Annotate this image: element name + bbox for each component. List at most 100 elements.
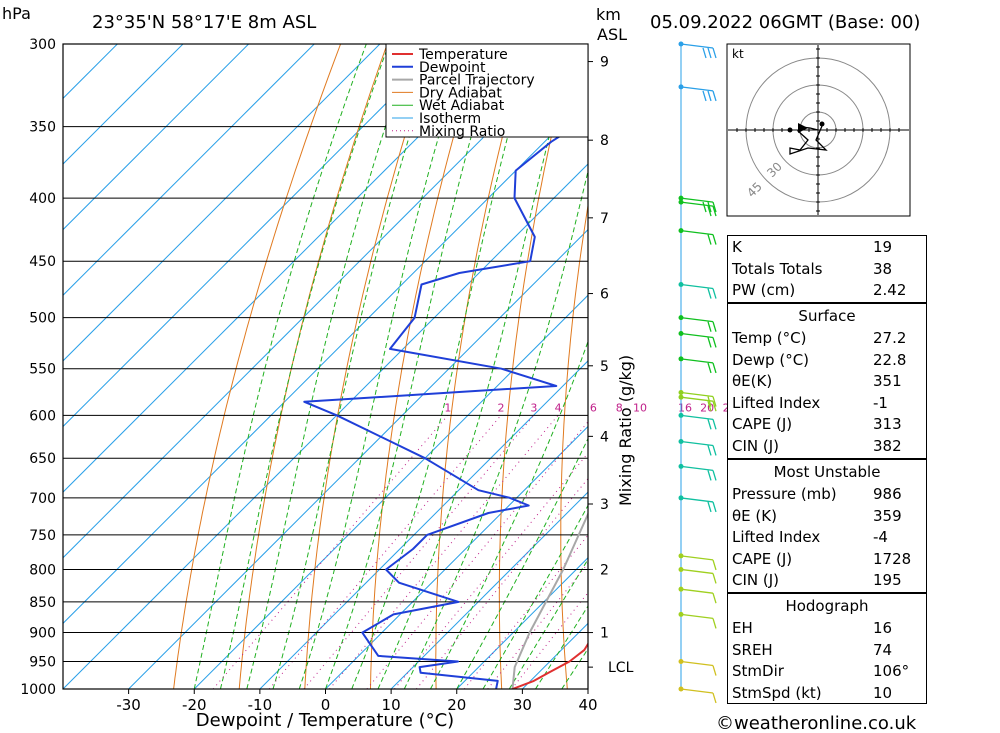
isotherm-line [63,97,588,625]
skewt-plot: 3003504004505005506006507007508008509009… [20,37,736,714]
wind-barb-feather [712,445,717,456]
index-row: K 19 [732,238,893,256]
isotherm-line [128,228,588,689]
wind-barb-feather [712,419,717,430]
wet-adiabat-line [377,44,574,689]
surface-panel: Surface Temp (°C) 27.2 Dewp (°C) 22.8 θE(K… [727,303,927,459]
most-unstable-row: Lifted Index -4 [732,528,888,547]
pressure-tick-label: 850 [29,595,56,611]
isotherm-line [390,491,588,689]
x-tick-label: 30 [513,696,532,714]
surface-row: CAPE (J) 313 [732,415,902,434]
wind-barb [680,660,714,667]
pressure-tick-label: 700 [29,491,56,507]
wind-barb [680,568,714,575]
isotherm-line [63,44,512,493]
height-tick-label: 7 [600,211,609,227]
isotherm-line [63,44,446,428]
wind-barb [680,440,714,447]
wind-barb-feather [707,470,712,481]
isotherm-line [63,44,578,559]
isotherm-line [63,44,118,100]
storm-motion-arrow [798,123,808,133]
wind-barb-feather [707,501,712,513]
wind-barb-feather [712,573,717,584]
surface-row: CIN (J) 382 [732,437,902,455]
x-tick-label: 40 [578,696,597,714]
wind-barb-feather [712,592,717,604]
wet-adiabat-line [193,44,367,689]
x-tick-label: 0 [321,696,331,714]
wind-barb-feather [712,234,717,245]
isotherm-line [63,163,588,689]
surface-title: Surface [798,307,856,325]
wind-barb [680,391,714,398]
wind-barb [680,229,714,236]
wind-barb-feather [712,288,717,299]
wet-adiabat-line [246,44,414,689]
isotherm-line [63,44,184,165]
mixing-ratio-line [394,452,588,689]
most-unstable-row: CAPE (J) 1728 [732,549,912,568]
pressure-tick-label: 600 [29,408,56,424]
legend-label: Dewpoint [419,60,486,76]
mixing-ratio-axis-label: Mixing Ratio (g/kg) [616,355,635,506]
hodograph-panel: Hodograph EH 16 SREH 74 StmDir 106° StmSpd … [727,593,927,704]
storm-motion-dot [819,121,825,127]
asl-label: ASL [597,25,627,44]
legend-label: Temperature [418,47,508,63]
mixing-ratio-label: 20 [700,401,714,414]
wind-barb [680,43,714,49]
pressure-tick-label: 350 [29,120,56,136]
wind-barb-feather [707,234,712,245]
surface-row: Dewp (°C) 22.8 [732,350,907,369]
index-row: Totals Totals 38 [732,259,893,278]
isotherm-line [259,360,588,689]
height-tick-label: 2 [600,563,609,579]
pressure-tick-label: 650 [29,451,56,467]
x-tick-label: 10 [382,696,401,714]
wind-barb-feather [707,90,712,102]
surface-row: Lifted Index -1 [732,393,888,412]
wind-barb-feather [712,618,717,629]
wet-adiabat-line [351,44,534,689]
pressure-tick-label: 950 [29,655,56,671]
temperature-profile [512,642,588,689]
wind-barb-feather [707,321,712,332]
most-unstable-row: Pressure (mb) 986 [732,485,902,503]
mixing-ratio-label: 6 [590,401,597,414]
most-unstable-panel: Most Unstable Pressure (mb) 986 θE (K) 359… [727,459,927,593]
legend-label: Parcel Trajectory [419,73,535,89]
wind-barb [680,497,714,503]
wind-barb-feather [707,337,712,348]
run-datetime: 05.09.2022 06GMT (Base: 00) [650,12,920,33]
wind-barb-feather [702,201,707,213]
wind-barb [680,283,714,290]
wind-barb-feather [707,445,712,456]
indices-panel: K 19 Totals Totals 38 PW (cm) 2.42 [727,235,927,303]
wind-barb-feather [712,470,717,481]
height-tick-label: 3 [600,497,609,513]
wind-barb-feather [707,47,712,59]
wind-barb [680,332,714,339]
surface-row: Temp (°C) 27.2 [732,329,907,347]
parcel-trajectory [511,511,588,689]
wind-barb [680,358,714,364]
mixing-ratio-label: 2 [498,401,505,414]
mixing-ratio-label: 1 [444,401,451,414]
wet-adiabat-line [456,437,588,689]
pressure-tick-label: 300 [29,37,56,53]
pressure-tick-label: 800 [29,563,56,579]
height-tick-label: 5 [600,359,609,375]
mixing-ratio-line [268,414,502,689]
x-tick-label: -20 [182,696,207,714]
wet-adiabat-line [403,169,588,689]
wind-barb-feather [712,47,717,59]
x-tick-label: 20 [447,696,466,714]
height-tick-label: 8 [600,133,609,149]
wind-barb-feather [712,205,717,217]
wet-adiabat-line [325,44,499,689]
wind-barb-feather [707,362,712,374]
pressure-tick-label: 750 [29,528,56,544]
